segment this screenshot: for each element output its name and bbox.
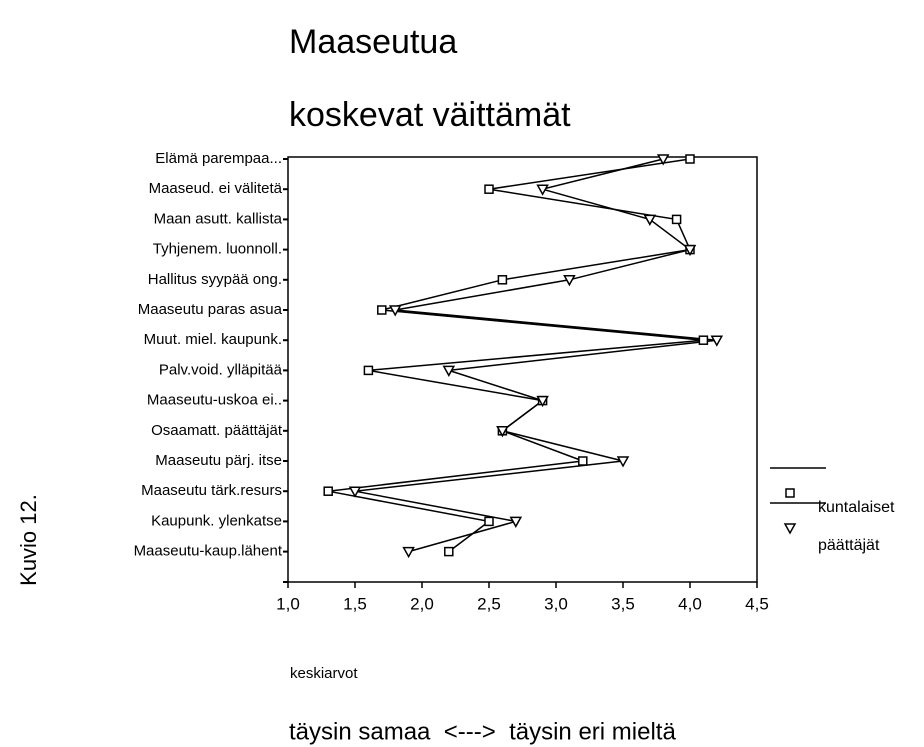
y-tick-label: Muut. miel. kaupunk. bbox=[144, 331, 282, 348]
point-marker bbox=[444, 546, 454, 557]
annotation: täysin samaa <---> täysin eri mieltä bbox=[289, 718, 676, 745]
y-tick-label: Maaseud. ei välitetä bbox=[149, 180, 283, 197]
x-axis-label: keskiarvot bbox=[290, 665, 358, 682]
point-marker bbox=[536, 395, 549, 408]
x-tick-label: 4,0 bbox=[678, 594, 702, 613]
x-tick-label: 1,5 bbox=[343, 594, 367, 613]
point-marker bbox=[497, 275, 508, 285]
point-marker bbox=[377, 305, 387, 315]
plot-frame bbox=[287, 156, 758, 583]
point-marker bbox=[643, 214, 657, 226]
y-tick-label: Hallitus syypää ong. bbox=[148, 271, 282, 288]
point-marker bbox=[671, 214, 682, 225]
x-tick-label: 2,5 bbox=[477, 594, 501, 613]
point-marker bbox=[656, 154, 670, 166]
chart-title: Maaseutua bbox=[289, 23, 457, 61]
point-marker bbox=[578, 456, 588, 466]
point-marker bbox=[484, 516, 494, 527]
y-tick-label: Tyhjenem. luonnoll. bbox=[153, 241, 282, 258]
y-tick-label: Palv.void. ylläpitää bbox=[159, 361, 283, 378]
point-marker bbox=[698, 335, 709, 345]
point-marker bbox=[509, 516, 523, 528]
x-tick-label: 1,0 bbox=[276, 594, 300, 613]
point-marker bbox=[785, 488, 795, 498]
chart-title: koskevat väittämät bbox=[289, 96, 571, 134]
point-marker bbox=[563, 275, 576, 287]
point-marker bbox=[710, 335, 724, 347]
y-tick-label: Maaseutu pärj. itse bbox=[155, 452, 282, 469]
point-marker bbox=[323, 486, 333, 496]
x-tick-label: 2,0 bbox=[410, 594, 434, 613]
series-line bbox=[354, 158, 717, 553]
y-tick-label: Osaamatt. päättäjät bbox=[151, 422, 283, 439]
y-tick-label: Maaseutu-uskoa ei.. bbox=[147, 392, 282, 409]
point-marker bbox=[348, 486, 362, 498]
y-tick-label: Kaupunk. ylenkatse bbox=[151, 512, 282, 529]
point-marker bbox=[484, 184, 494, 194]
point-marker bbox=[442, 365, 456, 377]
point-marker bbox=[496, 426, 509, 438]
side-label: Kuvio 12. bbox=[16, 494, 41, 586]
point-marker bbox=[388, 305, 402, 317]
point-marker bbox=[363, 365, 374, 376]
y-tick-label: Maaseutu paras asua bbox=[138, 301, 283, 318]
y-tick-label: Elämä parempaa... bbox=[155, 150, 282, 167]
point-marker bbox=[685, 154, 695, 164]
point-marker bbox=[683, 244, 697, 257]
series-line bbox=[328, 158, 704, 553]
x-tick-label: 4,5 bbox=[745, 594, 769, 613]
legend-label: päättäjät bbox=[818, 537, 880, 554]
x-tick-label: 3,0 bbox=[544, 594, 568, 613]
y-tick-label: Maaseutu tärk.resurs bbox=[141, 482, 282, 499]
point-marker bbox=[402, 546, 415, 559]
y-tick-label: Maan asutt. kallista bbox=[154, 210, 283, 227]
legend-label: kuntalaiset bbox=[818, 499, 895, 516]
point-marker bbox=[783, 523, 797, 535]
point-marker bbox=[536, 184, 549, 196]
point-marker bbox=[616, 456, 630, 468]
x-tick-label: 3,5 bbox=[611, 594, 635, 613]
y-tick-label: Maaseutu-kaup.lähent bbox=[134, 543, 283, 560]
